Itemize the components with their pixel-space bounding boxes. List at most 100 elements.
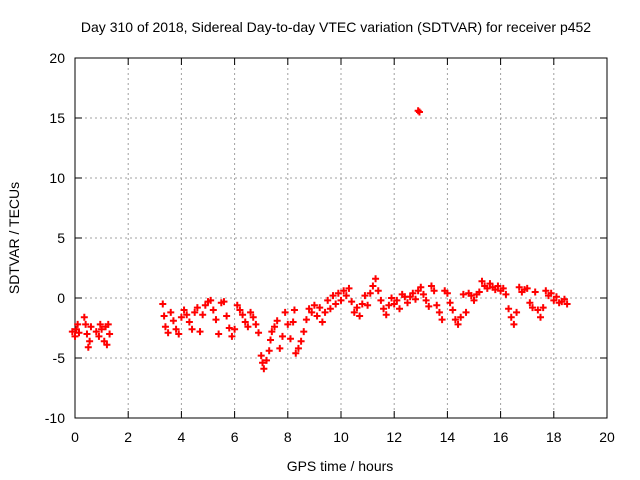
x-tick-label: 20 [599, 429, 615, 445]
data-point [550, 296, 558, 304]
data-point [225, 324, 233, 332]
data-point [175, 330, 183, 338]
data-point [268, 328, 276, 336]
data-point [87, 323, 95, 331]
data-point [82, 320, 90, 328]
data-point [236, 306, 244, 314]
data-point [188, 325, 196, 333]
data-point [74, 320, 82, 328]
data-point [289, 318, 297, 326]
y-tick-label: 10 [49, 170, 65, 186]
data-point [329, 292, 337, 300]
data-point [409, 289, 417, 297]
data-point [96, 320, 104, 328]
data-point [164, 329, 172, 337]
data-point [449, 306, 457, 314]
data-point [414, 107, 422, 115]
data-point [486, 280, 494, 288]
data-point [350, 308, 358, 316]
data-point [454, 320, 462, 328]
data-point [259, 359, 267, 367]
data-point [380, 305, 388, 313]
data-point [415, 108, 423, 116]
data-point [529, 304, 537, 312]
data-point [257, 352, 265, 360]
data-point [95, 332, 103, 340]
x-tick-label: 16 [493, 429, 509, 445]
data-point [425, 302, 433, 310]
data-point [169, 317, 177, 325]
data-point [326, 305, 334, 313]
data-point [209, 306, 217, 314]
data-point [502, 290, 510, 298]
x-axis-label: GPS time / hours [287, 458, 394, 474]
data-point [316, 304, 324, 312]
data-point [84, 343, 92, 351]
grid-lines [75, 58, 607, 418]
x-axis-ticks: 0 2 4 6 8 10 12 14 16 18 20 [71, 58, 615, 445]
data-point [483, 284, 491, 292]
data-point [457, 313, 465, 321]
data-point [340, 287, 348, 295]
data-point [507, 313, 515, 321]
data-point [358, 300, 366, 308]
data-point [451, 316, 459, 324]
x-tick-label: 18 [546, 429, 562, 445]
data-point [231, 325, 239, 333]
data-point [281, 308, 289, 316]
data-point [103, 341, 111, 349]
data-point [98, 325, 106, 333]
y-tick-label: 20 [49, 50, 65, 66]
y-tick-label: 5 [57, 230, 65, 246]
data-point [267, 336, 275, 344]
y-axis-ticks: -10 -5 0 5 10 15 20 [45, 50, 607, 426]
data-point [345, 284, 353, 292]
x-tick-label: 6 [231, 429, 239, 445]
data-point [300, 328, 308, 336]
data-point [177, 313, 185, 321]
data-point [433, 301, 441, 309]
data-point [193, 304, 201, 312]
data-point [294, 344, 302, 352]
data-point [470, 296, 478, 304]
data-point [404, 299, 411, 307]
data-point [160, 312, 168, 320]
data-point [510, 320, 518, 328]
data-point [228, 332, 236, 340]
data-point [393, 296, 401, 304]
data-point [411, 295, 419, 303]
data-point [207, 296, 215, 304]
data-point [499, 284, 507, 292]
data-point [374, 287, 382, 295]
data-point [353, 304, 361, 312]
data-point [539, 304, 547, 312]
y-tick-label: -10 [45, 410, 65, 426]
data-point [302, 316, 310, 324]
data-point [337, 296, 345, 304]
data-point [185, 318, 193, 326]
data-point [364, 301, 372, 309]
data-point [241, 318, 249, 326]
data-point [265, 347, 273, 355]
data-point [75, 329, 83, 337]
data-point [406, 293, 414, 301]
data-point [271, 323, 278, 331]
data-point [388, 294, 396, 302]
data-point [438, 316, 446, 324]
data-point [491, 286, 499, 294]
data-point [563, 300, 571, 308]
data-point [183, 311, 191, 319]
data-point [83, 330, 91, 338]
data-point [201, 301, 209, 309]
data-point [68, 328, 76, 336]
data-point [547, 289, 555, 297]
data-point [382, 311, 390, 319]
data-point [414, 287, 422, 295]
data-point [233, 301, 241, 309]
data-point [172, 325, 180, 333]
data-point [505, 305, 513, 313]
data-point [435, 308, 443, 316]
data-point [475, 288, 483, 296]
data-point [244, 323, 252, 331]
